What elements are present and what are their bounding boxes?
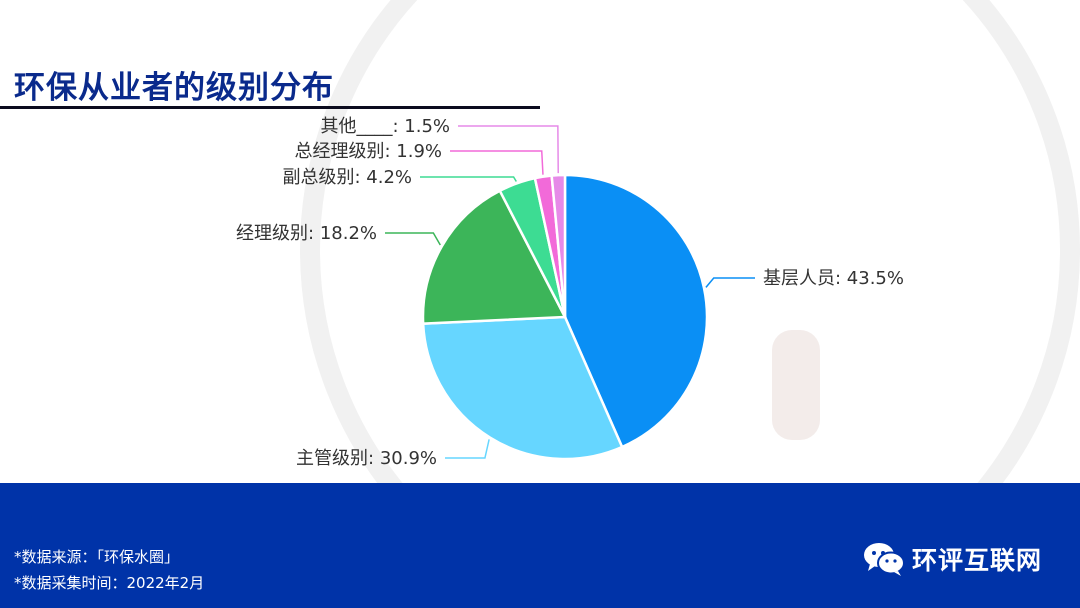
leader-line	[385, 232, 441, 246]
pie-slice	[563, 173, 709, 449]
brand-name: 环评互联网	[912, 546, 1043, 575]
pie-slice	[421, 315, 624, 461]
slice-label: 总经理级别: 1.9%	[294, 141, 442, 162]
slice-label: 其他____: 1.5%	[320, 116, 450, 137]
pie-slice	[421, 189, 568, 325]
footer-bar	[0, 483, 1080, 608]
wechat-icon	[864, 543, 905, 576]
pie-slice	[550, 173, 567, 318]
data-source-note: *数据来源：「环保水圈」	[14, 548, 180, 566]
leader-line	[705, 277, 755, 288]
leader-line	[445, 439, 490, 459]
pie-chart: 基层人员: 43.5% 主管级别: 30.9% 经理级别: 18.2% 副总级别: 4…	[236, 116, 904, 469]
slice-label: 经理级别: 18.2%	[236, 223, 377, 244]
leader-line	[458, 125, 559, 174]
slice-label: 基层人员: 43.5%	[763, 268, 904, 289]
leader-line	[420, 176, 517, 182]
brand: 环评互联网	[862, 541, 1042, 577]
slice-label: 副总级别: 4.2%	[282, 167, 412, 188]
slice-label: 主管级别: 30.9%	[296, 448, 437, 469]
title-underline	[0, 106, 540, 109]
page-title: 环保从业者的级别分布	[14, 70, 334, 106]
data-date-note: *数据采集时间：2022年2月	[14, 574, 205, 592]
leader-line	[450, 150, 544, 175]
